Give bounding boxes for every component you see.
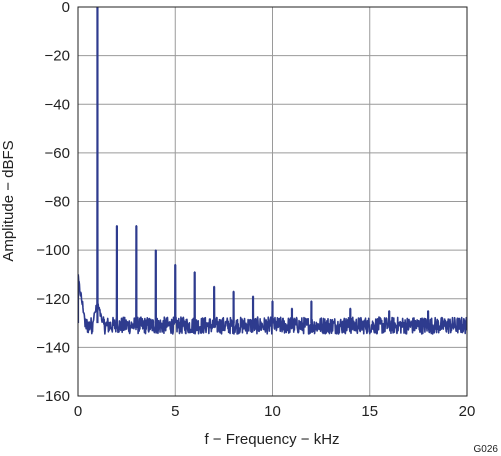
y-tick-label: −20 bbox=[45, 48, 70, 65]
y-tick-label: −160 bbox=[36, 388, 70, 405]
x-tick-label: 10 bbox=[264, 403, 281, 420]
y-tick-label: −60 bbox=[45, 145, 70, 162]
spectrum-series bbox=[78, 7, 467, 335]
y-tick-label: −120 bbox=[36, 291, 70, 308]
x-tick-label: 15 bbox=[361, 403, 378, 420]
x-axis-title: f − Frequency − kHz bbox=[204, 431, 339, 448]
x-tick-label: 5 bbox=[171, 403, 179, 420]
y-tick-label: −100 bbox=[36, 242, 70, 259]
y-tick-label: −140 bbox=[36, 339, 70, 356]
x-tick-labels: 0 5 10 15 20 bbox=[74, 403, 476, 420]
figure-id-label: G026 bbox=[474, 444, 499, 455]
x-tick-label: 0 bbox=[74, 403, 82, 420]
spectrum-line bbox=[78, 7, 467, 335]
x-tick-label: 20 bbox=[459, 403, 476, 420]
y-tick-labels: 0 −20 −40 −60 −80 −100 −120 −140 −160 bbox=[36, 0, 70, 405]
y-axis-title: Amplitude − dBFS bbox=[0, 140, 17, 261]
y-tick-label: −80 bbox=[45, 194, 70, 211]
y-tick-label: −40 bbox=[45, 96, 70, 113]
plot-frame bbox=[77, 6, 468, 397]
y-tick-label: 0 bbox=[62, 0, 70, 16]
